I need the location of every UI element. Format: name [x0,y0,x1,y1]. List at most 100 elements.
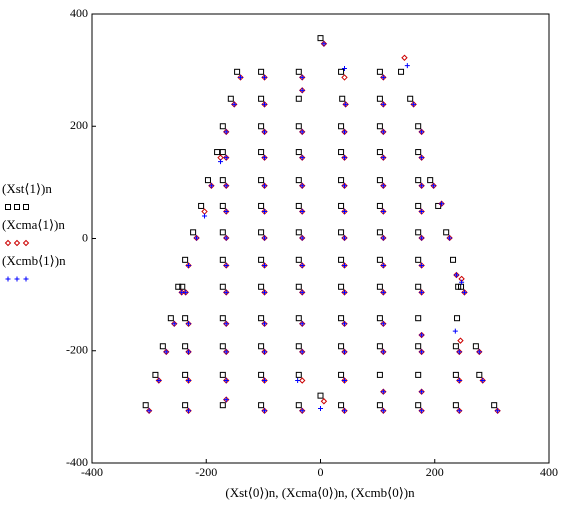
point [415,315,422,322]
point [338,256,345,263]
point [404,63,410,69]
point [262,262,268,268]
point [376,149,383,156]
point [219,149,226,156]
point [262,289,268,295]
point [376,229,383,236]
x-tick-label: 400 [540,465,558,479]
point [185,407,192,415]
point [262,101,268,107]
point [299,128,306,136]
point [338,402,345,409]
point [182,343,189,350]
point [339,95,346,102]
point [219,402,226,409]
point [295,229,302,236]
point [299,235,305,241]
point [258,123,265,130]
point [419,289,425,295]
point [419,155,425,161]
point [380,101,386,107]
point [258,95,265,102]
point [262,408,268,414]
point [223,349,229,355]
point [186,262,192,268]
point [146,408,152,414]
point [183,289,189,295]
point [461,289,467,295]
point [258,315,265,322]
point [338,149,345,156]
point [182,402,189,409]
point [223,128,230,136]
point [219,343,226,350]
legend-marker [13,239,21,247]
point [376,343,383,350]
point [341,183,347,189]
point [317,392,324,399]
point [295,68,302,75]
point [341,234,348,242]
point [186,377,192,383]
point [258,229,265,236]
point [156,377,162,383]
point [380,235,386,241]
point [295,371,302,378]
point [341,377,347,383]
point [376,68,383,75]
point [338,68,345,75]
point [299,87,305,93]
point [380,349,386,355]
point [201,208,208,215]
point [338,343,345,350]
point [258,256,265,263]
point [238,74,244,80]
point [443,229,450,236]
point [457,337,464,344]
point [341,128,348,136]
point [415,283,422,290]
point [258,149,265,156]
point [456,408,462,414]
point [299,349,305,355]
point [458,283,465,290]
point [219,177,226,184]
point [338,315,345,322]
point [376,256,383,263]
point [179,283,186,290]
point [446,234,453,242]
point [299,234,306,242]
point [401,54,408,61]
point [338,229,345,236]
point [419,389,425,395]
point [204,177,211,184]
point [376,202,383,209]
point [376,402,383,409]
x-tick-label: 0 [318,465,324,479]
point [415,202,422,209]
point [258,343,265,350]
point [447,235,453,241]
legend-marker [5,276,11,282]
legend-label: (Xcma⟨1⟩)n [2,217,65,232]
point [299,209,305,215]
point [418,234,425,242]
y-tick-label: -400 [66,455,88,469]
point [223,183,229,189]
point [338,123,345,130]
point [415,343,422,350]
point [376,371,383,378]
point [299,289,305,295]
point [419,262,425,268]
point [456,377,462,383]
point [219,371,226,378]
point [415,177,422,184]
point [186,349,192,355]
point [223,235,229,241]
point [261,234,268,242]
point [295,256,302,263]
point [142,402,149,409]
point [299,262,305,268]
point [427,177,434,184]
point [459,279,465,285]
